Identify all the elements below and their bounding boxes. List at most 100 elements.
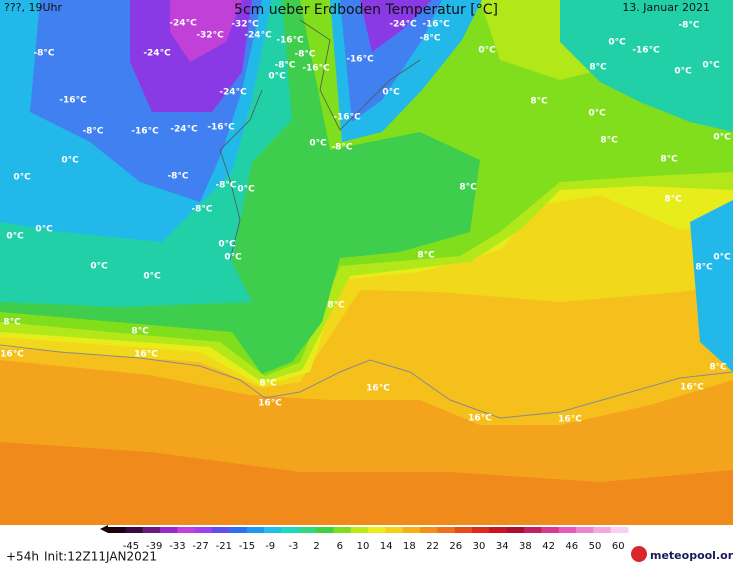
contour-label: 0°C bbox=[6, 232, 24, 242]
contour-label: -8°C bbox=[82, 127, 103, 137]
colorbar-segment bbox=[506, 527, 525, 533]
colorbar-segment bbox=[385, 527, 404, 533]
contour-label: 8°C bbox=[530, 97, 548, 107]
colorbar-label: 50 bbox=[589, 541, 602, 552]
contour-label: 8°C bbox=[589, 63, 607, 73]
contour-label: -16°C bbox=[422, 20, 450, 30]
contour-label: -8°C bbox=[191, 205, 212, 215]
contour-label: 8°C bbox=[660, 155, 678, 165]
contour-label: -16°C bbox=[333, 113, 361, 123]
contour-label: -16°C bbox=[131, 127, 159, 137]
contour-label: 0°C bbox=[268, 72, 286, 82]
contour-label: 16°C bbox=[134, 350, 158, 360]
colorbar-label: 22 bbox=[426, 541, 439, 552]
colorbar-segment bbox=[108, 527, 126, 533]
colorbar-label: -27 bbox=[192, 541, 208, 552]
init-time: Init:12Z11JAN2021 bbox=[44, 550, 157, 564]
colorbar: -45 -39 -33 -27 -21 -15 -9 -3 2 6 10 14 18 22 26 30 34 38… bbox=[100, 525, 629, 552]
colorbar-segment bbox=[125, 527, 144, 533]
colorbar-segment bbox=[472, 527, 490, 533]
colorbar-label: -9 bbox=[265, 541, 275, 552]
forecast-hour: +54h bbox=[6, 550, 39, 564]
colorbar-label: 34 bbox=[496, 541, 509, 552]
colorbar-segment bbox=[194, 527, 213, 533]
colorbar-segment bbox=[212, 527, 230, 533]
colorbar-label: -21 bbox=[216, 541, 232, 552]
contour-labels: -24°C -32°C-32°C -24°C -16°C-24°C-8°C -8°C-1… bbox=[0, 19, 731, 425]
colorbar-segment bbox=[281, 527, 300, 533]
colorbar-segment bbox=[541, 527, 560, 533]
date: 13. Januar 2021 bbox=[622, 1, 710, 14]
colorbar-segment bbox=[610, 527, 629, 533]
colorbar-label: 6 bbox=[337, 541, 343, 552]
contour-label: -16°C bbox=[207, 123, 235, 133]
logo-text: meteopool.org bbox=[650, 549, 733, 562]
contour-label: 0°C bbox=[143, 272, 161, 282]
contour-label: 0°C bbox=[61, 156, 79, 166]
contour-label: -16°C bbox=[276, 36, 304, 46]
contour-label: -8°C bbox=[167, 172, 188, 182]
contour-label: 8°C bbox=[695, 263, 713, 273]
contour-label: 0°C bbox=[478, 46, 496, 56]
contour-label: 0°C bbox=[13, 173, 31, 183]
contour-label: 8°C bbox=[3, 318, 21, 328]
colorbar-label: 42 bbox=[542, 541, 555, 552]
contour-label: -24°C bbox=[170, 125, 198, 135]
contour-label: 8°C bbox=[131, 327, 149, 337]
contour-label: 16°C bbox=[680, 383, 704, 393]
colorbar-segment bbox=[333, 527, 352, 533]
colorbar-segment bbox=[142, 527, 161, 533]
logo-icon bbox=[631, 546, 647, 562]
contour-label: -16°C bbox=[346, 55, 374, 65]
contour-label: 8°C bbox=[459, 183, 477, 193]
colorbar-label: 30 bbox=[473, 541, 486, 552]
colorbar-label: 2 bbox=[313, 541, 319, 552]
contour-label: 8°C bbox=[259, 379, 277, 389]
colorbar-label: -3 bbox=[288, 541, 298, 552]
colorbar-segment bbox=[576, 527, 594, 533]
contour-label: 0°C bbox=[309, 139, 327, 149]
contour-label: -32°C bbox=[231, 20, 259, 30]
contour-label: -24°C bbox=[389, 20, 417, 30]
colorbar-label: -39 bbox=[146, 541, 162, 552]
contour-label: 16°C bbox=[366, 384, 390, 394]
map-title: 5cm ueber Erdboden Temperatur [°C] bbox=[234, 2, 498, 18]
colorbar-segment bbox=[558, 527, 577, 533]
colorbar-end bbox=[100, 525, 108, 533]
contour-label: 8°C bbox=[417, 251, 435, 261]
colorbar-label: -45 bbox=[123, 541, 139, 552]
colorbar-segment bbox=[298, 527, 317, 533]
contour-label: -8°C bbox=[331, 143, 352, 153]
colorbar-label: -33 bbox=[169, 541, 185, 552]
contour-label: -24°C bbox=[169, 19, 197, 29]
colorbar-segment bbox=[177, 527, 196, 533]
colorbar-segment bbox=[420, 527, 438, 533]
colorbar-segment bbox=[489, 527, 508, 533]
contour-label: 16°C bbox=[258, 399, 282, 409]
colorbar-segment bbox=[368, 527, 386, 533]
colorbar-segment bbox=[593, 527, 612, 533]
contour-label: 8°C bbox=[709, 363, 727, 373]
map bbox=[0, 0, 733, 525]
contour-label: -16°C bbox=[59, 96, 87, 106]
contour-label: -16°C bbox=[302, 64, 330, 74]
colorbar-label: 38 bbox=[519, 541, 532, 552]
contour-label: -8°C bbox=[678, 21, 699, 31]
contour-label: -32°C bbox=[196, 31, 224, 41]
contour-label: 0°C bbox=[702, 61, 720, 71]
contour-label: -8°C bbox=[274, 61, 295, 71]
colorbar-segment bbox=[437, 527, 456, 533]
colorbar-segment bbox=[454, 527, 473, 533]
contour-label: 0°C bbox=[608, 38, 626, 48]
contour-label: 16°C bbox=[558, 415, 582, 425]
contour-label: 0°C bbox=[713, 133, 731, 143]
contour-label: -24°C bbox=[244, 31, 272, 41]
contour-label: -8°C bbox=[215, 181, 236, 191]
contour-label: -8°C bbox=[419, 34, 440, 44]
contour-label: 8°C bbox=[327, 301, 345, 311]
colorbar-segment bbox=[316, 527, 334, 533]
contour-label: 0°C bbox=[382, 88, 400, 98]
colorbar-label: 26 bbox=[449, 541, 462, 552]
colorbar-label: 10 bbox=[357, 541, 370, 552]
colorbar-label: 18 bbox=[403, 541, 416, 552]
